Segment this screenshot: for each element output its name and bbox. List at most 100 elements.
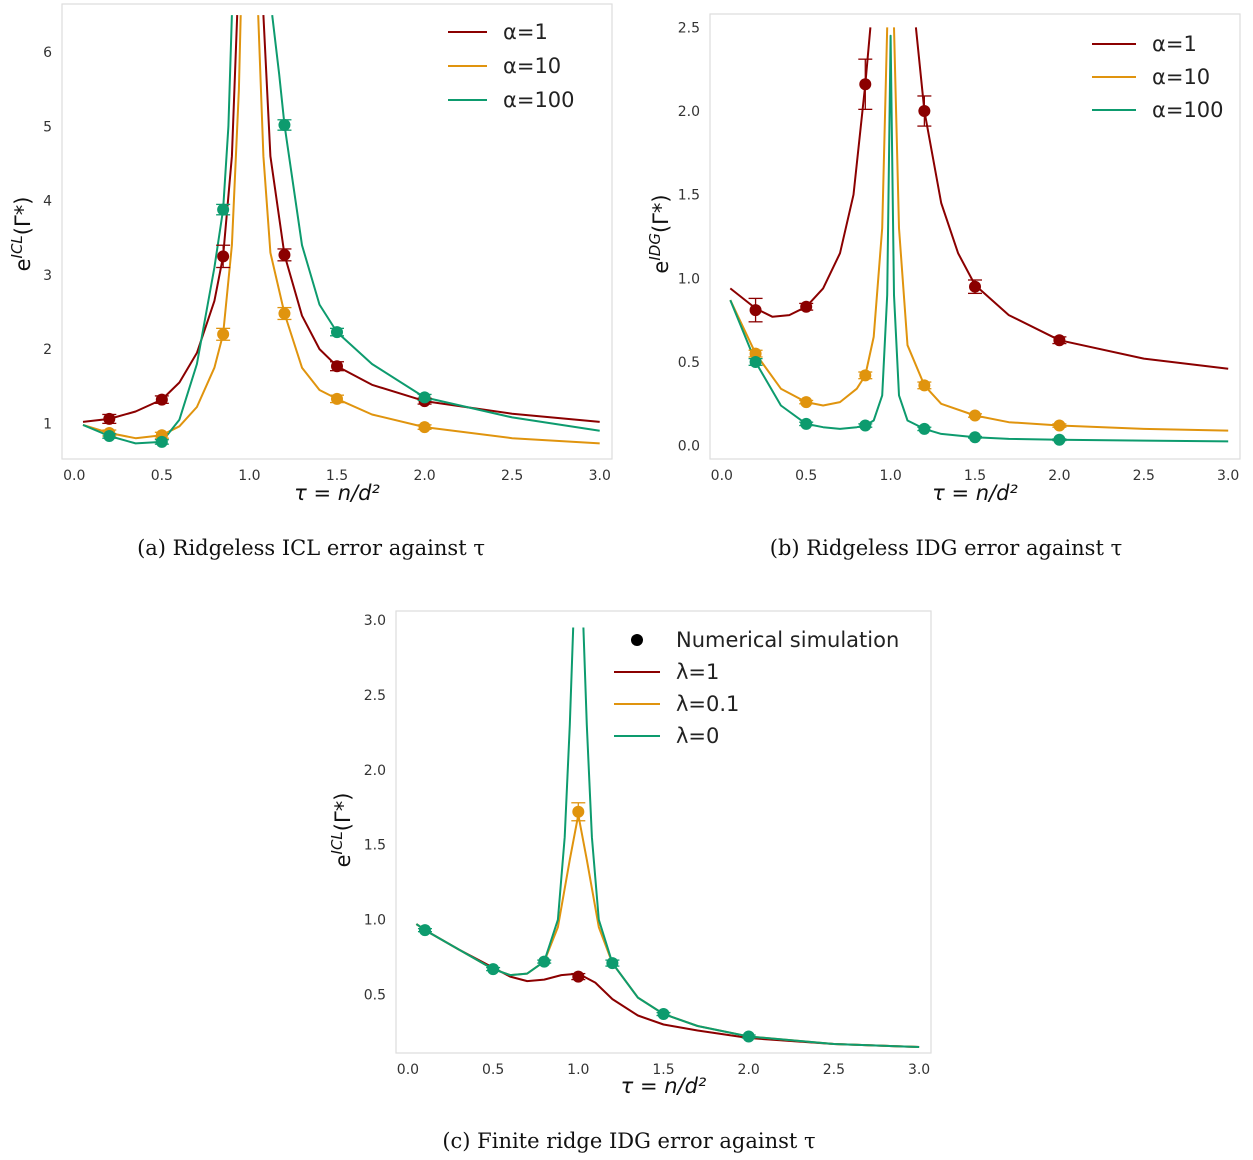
- x-tick-label: 3.0: [908, 1062, 930, 1078]
- x-tick-label: 2.5: [501, 468, 523, 484]
- x-tick-label: 1.0: [567, 1062, 589, 1078]
- data-point: [859, 419, 872, 432]
- x-tick-label: 1.0: [879, 468, 901, 484]
- x-tick-label: 2.5: [823, 1062, 845, 1078]
- figure-caption: (b) Ridgeless IDG error against τ: [770, 536, 1122, 560]
- data-point: [918, 105, 931, 118]
- x-tick-label: 0.0: [63, 468, 85, 484]
- legend-label: α=10: [503, 54, 561, 78]
- data-point: [572, 805, 585, 818]
- series-line-b-2: [729, 34, 1229, 443]
- y-tick-label: 1.5: [678, 188, 700, 204]
- data-point: [969, 280, 981, 293]
- x-tick-label: 2.0: [738, 1062, 760, 1078]
- x-tick-label: 0.0: [397, 1062, 419, 1078]
- data-point: [418, 421, 431, 434]
- legend-label: α=1: [1152, 32, 1197, 56]
- y-axis-label: eICL(Γ*): [8, 197, 35, 272]
- y-tick-label: 2.0: [678, 104, 700, 120]
- data-point: [918, 422, 931, 435]
- data-point: [969, 409, 981, 422]
- y-axis-label: eICL(Γ*): [328, 793, 355, 868]
- y-tick-label: 0.0: [678, 439, 700, 455]
- y-tick-label: 1.5: [364, 838, 386, 854]
- data-point: [969, 431, 981, 444]
- legend-label: λ=0: [676, 724, 719, 748]
- legend: Numerical simulation λ=1 λ=0.1 λ=0: [614, 628, 899, 748]
- plot-frame: [61, 3, 613, 460]
- legend-label: α=1: [503, 20, 548, 44]
- x-axis-label: τ = n/d²: [294, 481, 380, 505]
- data-point: [800, 396, 813, 409]
- data-point: [657, 1008, 670, 1021]
- x-tick-label: 0.5: [151, 468, 173, 484]
- data-point: [331, 392, 343, 405]
- series-line-c-0: [415, 923, 920, 1048]
- x-tick-label: 2.0: [1048, 468, 1070, 484]
- legend-label: α=10: [1152, 65, 1210, 89]
- panel-a: 0.0 0.5 1.0 1.5 2.0 2.5 3.0 1 2 3 4 5 6 τ = n/d² eICL(…: [8, 3, 613, 560]
- data-point: [418, 924, 431, 937]
- data-point: [606, 957, 619, 970]
- x-axis-label: τ = n/d²: [932, 481, 1018, 505]
- y-tick-label: 6: [43, 45, 52, 61]
- x-tick-label: 1.5: [964, 468, 986, 484]
- data-point: [217, 203, 230, 216]
- y-tick-label: 1.0: [678, 271, 700, 287]
- data-point: [155, 393, 168, 406]
- data-point: [742, 1030, 755, 1043]
- y-tick-label: 5: [43, 119, 52, 135]
- y-tick-label: 1.0: [364, 913, 386, 929]
- y-tick-label: 2.5: [678, 20, 700, 36]
- x-tick-label: 1.0: [238, 468, 260, 484]
- figure-caption: (a) Ridgeless ICL error against τ: [137, 536, 485, 560]
- data-point: [859, 369, 872, 382]
- y-tick-label: 4: [43, 194, 52, 210]
- data-point: [859, 78, 872, 91]
- data-point: [918, 379, 931, 392]
- plot-frame: [395, 610, 932, 1054]
- y-axis-label: eIDG(Γ*): [646, 194, 673, 273]
- series-line-a-2: [82, 14, 600, 445]
- plot-area: [729, 27, 1229, 446]
- x-axis-label: τ = n/d²: [621, 1074, 707, 1098]
- data-point: [538, 955, 551, 968]
- y-tick-label: 2: [43, 342, 52, 358]
- data-point: [800, 300, 813, 313]
- data-point: [749, 355, 762, 368]
- x-tick-label: 3.0: [589, 468, 611, 484]
- x-tick-label: 2.0: [413, 468, 435, 484]
- x-tick-label: 1.5: [652, 1062, 674, 1078]
- data-point: [217, 328, 230, 341]
- data-point: [487, 963, 500, 976]
- legend-label: λ=0.1: [676, 692, 739, 716]
- plot-area: [415, 627, 920, 1048]
- data-point: [278, 118, 291, 131]
- legend-label: λ=1: [676, 660, 719, 684]
- data-point: [572, 970, 585, 983]
- x-tick-label: 1.5: [326, 468, 348, 484]
- x-tick-label: 3.0: [1217, 468, 1239, 484]
- series-line-c-2: [415, 627, 920, 1048]
- series-line-a-1: [82, 15, 600, 445]
- data-point: [418, 391, 431, 404]
- legend-label: α=100: [1152, 98, 1224, 122]
- data-point: [217, 250, 230, 263]
- data-point: [155, 435, 168, 448]
- legend: α=1 α=10 α=100: [448, 20, 575, 112]
- legend-label: Numerical simulation: [676, 628, 899, 652]
- y-tick-label: 3: [43, 268, 52, 284]
- data-point: [749, 347, 762, 360]
- legend-label: α=100: [503, 88, 575, 112]
- y-tick-label: 0.5: [364, 988, 386, 1004]
- legend-marker: [631, 634, 643, 646]
- x-tick-label: 0.5: [482, 1062, 504, 1078]
- x-tick-label: 2.5: [1133, 468, 1155, 484]
- legend: α=1 α=10 α=100: [1092, 32, 1224, 122]
- data-point: [103, 429, 116, 442]
- plot-area: [82, 14, 600, 448]
- data-point: [800, 417, 813, 430]
- data-point: [331, 326, 343, 339]
- data-point: [1053, 419, 1066, 432]
